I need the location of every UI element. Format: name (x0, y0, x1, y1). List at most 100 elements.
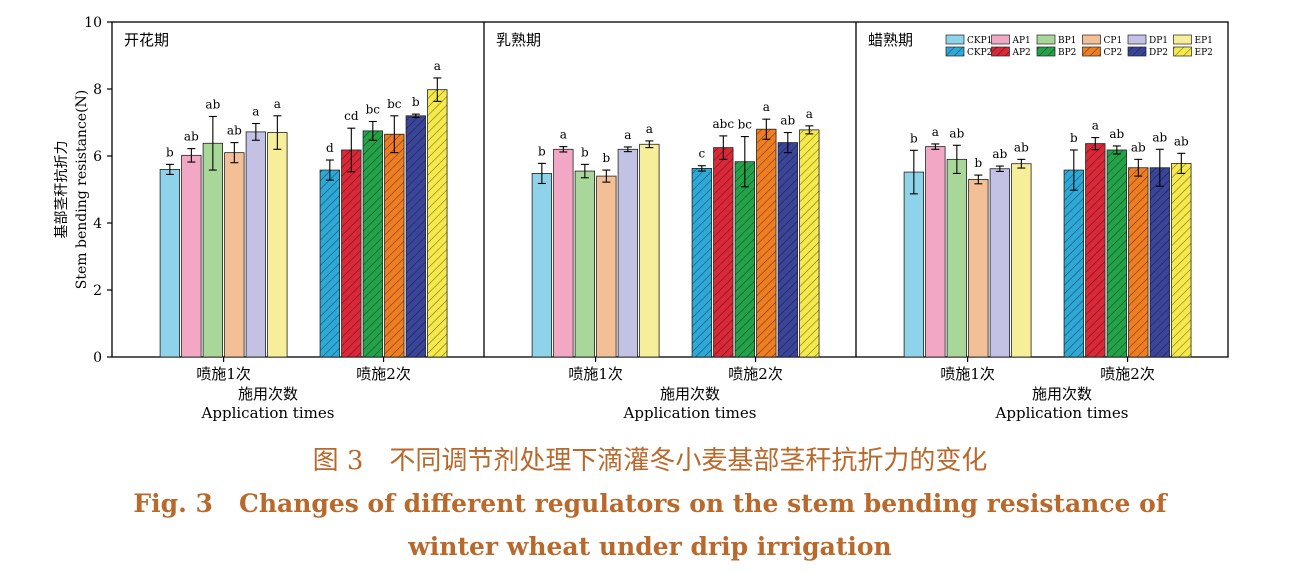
legend-swatch (1173, 34, 1192, 45)
y-tick-label: 8 (93, 82, 102, 98)
x-axis-label-en: Application times (995, 404, 1129, 422)
y-tick-label: 2 (93, 283, 102, 299)
legend-swatch (1127, 34, 1147, 45)
significance-letter: b (412, 95, 420, 109)
significance-letter: ab (780, 114, 795, 128)
significance-letter: bc (738, 118, 753, 132)
x-tick-label: 喷施1次 (568, 365, 623, 383)
bar-hatch (1128, 167, 1149, 357)
y-axis-label-en: Stem bending resistance(N) (74, 90, 90, 289)
significance-letter: a (1092, 119, 1099, 133)
bar-hatch (692, 168, 712, 357)
bar (202, 142, 224, 358)
significance-letter: ab (1014, 140, 1029, 154)
bar-hatch (735, 161, 755, 357)
bar (181, 154, 202, 358)
bar (946, 158, 967, 358)
bar (596, 175, 617, 358)
significance-letter: a (932, 125, 939, 139)
x-axis-label-en: Application times (201, 404, 335, 422)
legend-label: AP2 (1012, 48, 1031, 58)
figure-caption-en-line1: Fig. 3 Changes of different regulators on… (0, 489, 1300, 518)
bar (968, 179, 989, 358)
legend-swatch-hatch (1128, 47, 1146, 56)
significance-letter: a (806, 107, 813, 121)
legend-label: AP1 (1012, 36, 1031, 46)
significance-letter: cd (344, 109, 359, 123)
bar-hatch (713, 147, 734, 357)
legend-label: CP1 (1104, 36, 1123, 46)
bar-hatch (1107, 149, 1127, 357)
bar-hatch (427, 89, 448, 358)
panel-title: 开花期 (124, 31, 169, 49)
bar (159, 168, 181, 358)
legend-label: CP2 (1104, 48, 1123, 58)
significance-letter: a (252, 105, 259, 119)
legend-label: DP1 (1149, 36, 1168, 46)
significance-letter: a (646, 122, 653, 136)
legend-label: CKP2 (967, 48, 992, 58)
significance-letter: ab (949, 126, 964, 140)
bar-hatch (320, 170, 340, 357)
significance-letter: a (560, 128, 567, 142)
legend-swatch (945, 34, 965, 45)
y-tick-label: 6 (93, 149, 102, 165)
bar (574, 170, 595, 358)
x-axis-label-cn: 施用次数 (660, 385, 720, 403)
significance-letter: c (698, 147, 705, 161)
bar (245, 131, 267, 358)
bar-hatch (1150, 167, 1170, 357)
legend-swatch-hatch (1173, 47, 1192, 56)
bar (989, 168, 1010, 358)
significance-letter: bc (366, 102, 381, 116)
significance-letter: d (326, 141, 334, 155)
x-axis-label-cn: 施用次数 (1032, 385, 1092, 403)
bar (553, 148, 574, 358)
legend-label: BP1 (1058, 36, 1076, 46)
panel-title: 蜡熟期 (868, 31, 913, 49)
bar (617, 148, 638, 358)
bar-hatch (778, 142, 798, 357)
bar-hatch (384, 134, 405, 357)
legend-label: CKP1 (967, 36, 992, 46)
significance-letter: b (603, 151, 611, 165)
y-tick-label: 4 (93, 216, 102, 232)
bar (531, 173, 552, 358)
caption-en-text-1: Changes of different regulators on the s… (238, 489, 1167, 518)
plot-frame (111, 21, 1229, 358)
legend-swatch-hatch (991, 47, 1010, 56)
bar-hatch (1085, 143, 1106, 357)
significance-letter: ab (1109, 127, 1124, 141)
bar-hatch (406, 115, 426, 357)
y-tick-label: 10 (84, 15, 102, 31)
significance-letter: bc (387, 97, 402, 111)
significance-letter: b (910, 131, 918, 145)
figure-caption-cn: 图 3 不同调节剂处理下滴灌冬小麦基部茎秆抗折力的变化 (0, 440, 1300, 477)
figure-caption-en-line2: winter wheat under drip irrigation (0, 532, 1300, 561)
significance-letter: ab (1174, 134, 1189, 148)
bar-hatch (341, 149, 362, 357)
legend-swatch-hatch (1037, 47, 1055, 56)
x-tick-label: 喷施2次 (728, 365, 783, 383)
x-axis-label-cn: 施用次数 (238, 385, 298, 403)
significance-letter: b (581, 145, 589, 159)
bar (267, 132, 288, 358)
legend-swatch (991, 34, 1010, 45)
caption-cn-label: 图 3 (312, 446, 364, 476)
significance-letter: b (1070, 131, 1078, 145)
legend-label: DP2 (1149, 48, 1168, 58)
bar-hatch (363, 130, 383, 357)
y-tick-label: 0 (93, 350, 102, 366)
legend-swatch-hatch (946, 47, 964, 56)
bar-hatch (1064, 170, 1084, 357)
panel-title: 乳熟期 (496, 31, 541, 49)
bar (925, 146, 946, 358)
legend-swatch (1036, 34, 1056, 45)
y-axis-label-cn: 基部茎秆抗折力 (53, 141, 70, 239)
bar (639, 143, 660, 358)
caption-en-label: Fig. 3 (133, 489, 213, 518)
bar-hatch (756, 129, 777, 357)
significance-letter: b (975, 156, 983, 170)
legend-label: EP2 (1195, 48, 1213, 58)
significance-letter: ab (1131, 140, 1146, 154)
